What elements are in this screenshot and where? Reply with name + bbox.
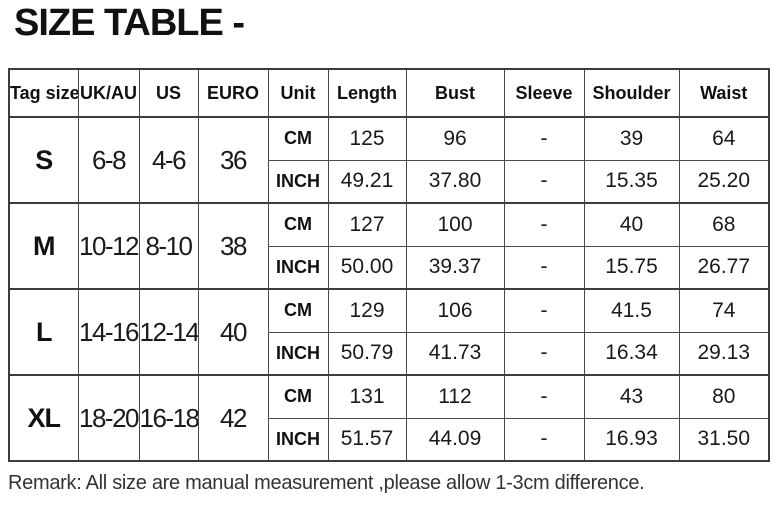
sleeve-value: -: [503, 374, 585, 419]
col-header-bust: Bust: [405, 68, 505, 118]
sleeve-value: -: [503, 159, 585, 204]
bust-value: 41.73: [405, 331, 505, 376]
shoulder-value: 15.75: [583, 245, 680, 290]
remark-text: Remark: All size are manual measurement …: [8, 472, 645, 494]
col-header-uk-au: UK/AU: [77, 68, 140, 118]
us-value: 4-6: [138, 116, 199, 204]
shoulder-value: 16.34: [583, 331, 680, 376]
bust-value: 96: [405, 116, 505, 161]
sleeve-value: -: [503, 331, 585, 376]
size-table: Tag size UK/AU US EURO Unit Length Bust …: [8, 68, 770, 462]
shoulder-value: 15.35: [583, 159, 680, 204]
length-value: 50.00: [327, 245, 407, 290]
col-header-sleeve: Sleeve: [503, 68, 585, 118]
table-row-l-cm: L 14-16 12-14 40 CM 129 106 - 41.5 74: [8, 288, 770, 376]
sleeve-value: -: [503, 417, 585, 462]
length-value: 131: [327, 374, 407, 419]
length-value: 50.79: [327, 331, 407, 376]
sleeve-value: -: [503, 288, 585, 333]
unit-label: INCH: [267, 417, 329, 462]
table-row-xl-inch: INCH 51.57 44.09 - 16.93 31.50: [9, 417, 770, 462]
waist-value: 68: [678, 202, 770, 247]
euro-value: 38: [197, 202, 269, 290]
table-header-row: Tag size UK/AU US EURO Unit Length Bust …: [8, 68, 770, 118]
col-header-tag-size: Tag size: [8, 68, 79, 118]
sleeve-value: -: [503, 116, 585, 161]
unit-label: CM: [267, 288, 329, 333]
sleeve-value: -: [503, 245, 585, 290]
tag-size-value: L: [8, 288, 79, 376]
unit-label: INCH: [267, 245, 329, 290]
col-header-unit: Unit: [267, 68, 329, 118]
tag-size-value: S: [8, 116, 79, 204]
waist-value: 25.20: [678, 159, 770, 204]
col-header-waist: Waist: [678, 68, 770, 118]
unit-label: INCH: [267, 331, 329, 376]
waist-value: 74: [678, 288, 770, 333]
waist-value: 64: [678, 116, 770, 161]
bust-value: 44.09: [405, 417, 505, 462]
page-title: SIZE TABLE -: [14, 2, 245, 44]
col-header-us: US: [138, 68, 199, 118]
uk-au-value: 18-20: [77, 374, 140, 462]
euro-value: 40: [197, 288, 269, 376]
table-row-xl-cm: XL 18-20 16-18 42 CM 131 112 - 43 80: [8, 374, 770, 462]
bust-value: 112: [405, 374, 505, 419]
us-value: 8-10: [138, 202, 199, 290]
length-value: 127: [327, 202, 407, 247]
table-row-l-inch: INCH 50.79 41.73 - 16.34 29.13: [9, 331, 770, 376]
length-value: 125: [327, 116, 407, 161]
bust-value: 39.37: [405, 245, 505, 290]
table-row-m-cm: M 10-12 8-10 38 CM 127 100 - 40 68: [8, 202, 770, 290]
unit-label: CM: [267, 116, 329, 161]
tag-size-value: M: [8, 202, 79, 290]
unit-label: CM: [267, 374, 329, 419]
shoulder-value: 41.5: [583, 288, 680, 333]
waist-value: 26.77: [678, 245, 770, 290]
shoulder-value: 40: [583, 202, 680, 247]
col-header-shoulder: Shoulder: [583, 68, 680, 118]
euro-value: 42: [197, 374, 269, 462]
bust-value: 37.80: [405, 159, 505, 204]
us-value: 12-14: [138, 288, 199, 376]
uk-au-value: 10-12: [77, 202, 140, 290]
waist-value: 80: [678, 374, 770, 419]
shoulder-value: 39: [583, 116, 680, 161]
euro-value: 36: [197, 116, 269, 204]
us-value: 16-18: [138, 374, 199, 462]
uk-au-value: 6-8: [77, 116, 140, 204]
length-value: 129: [327, 288, 407, 333]
shoulder-value: 43: [583, 374, 680, 419]
length-value: 49.21: [327, 159, 407, 204]
uk-au-value: 14-16: [77, 288, 140, 376]
col-header-length: Length: [327, 68, 407, 118]
length-value: 51.57: [327, 417, 407, 462]
table-row-m-inch: INCH 50.00 39.37 - 15.75 26.77: [9, 245, 770, 290]
col-header-euro: EURO: [197, 68, 269, 118]
waist-value: 29.13: [678, 331, 770, 376]
bust-value: 100: [405, 202, 505, 247]
sleeve-value: -: [503, 202, 585, 247]
waist-value: 31.50: [678, 417, 770, 462]
shoulder-value: 16.93: [583, 417, 680, 462]
tag-size-value: XL: [8, 374, 79, 462]
unit-label: INCH: [267, 159, 329, 204]
table-row-s-cm: S 6-8 4-6 36 CM 125 96 - 39 64: [8, 116, 770, 204]
unit-label: CM: [267, 202, 329, 247]
bust-value: 106: [405, 288, 505, 333]
table-row-s-inch: INCH 49.21 37.80 - 15.35 25.20: [9, 159, 770, 204]
